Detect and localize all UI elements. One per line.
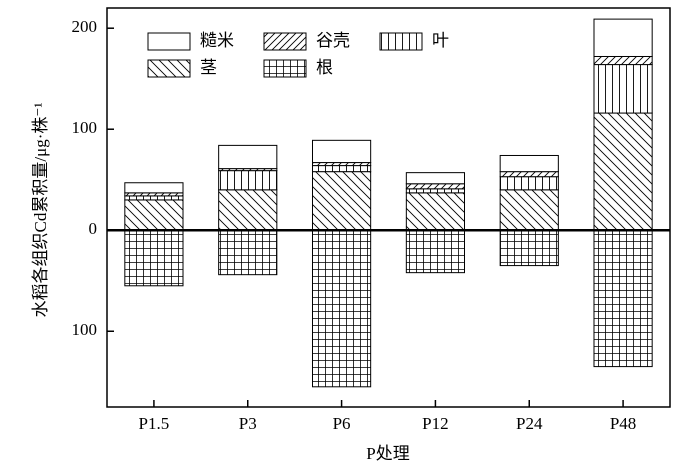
y-tick-label: 100 [72, 118, 98, 137]
bar-segment [405, 172, 466, 185]
legend-label: 谷壳 [316, 31, 350, 50]
bar-segment [593, 55, 653, 66]
bar-segment [405, 188, 466, 194]
legend-swatch [147, 32, 191, 51]
bar-segment [124, 195, 184, 201]
x-tick-label: P3 [239, 414, 257, 433]
bar-segment [405, 192, 466, 231]
bar-segment [405, 229, 466, 274]
bar-segment [593, 64, 653, 114]
legend-swatch [147, 59, 191, 78]
bar-segment [218, 170, 278, 191]
bar-segment [499, 171, 559, 178]
y-tick-label: 100 [72, 320, 98, 339]
bar-segment [405, 183, 466, 190]
legend-swatch [263, 32, 307, 51]
bar-segment [124, 199, 184, 231]
x-tick-label: P24 [516, 414, 543, 433]
bar-segment [218, 229, 278, 276]
legend-label: 糙米 [200, 31, 234, 50]
x-tick-label: P6 [333, 414, 351, 433]
bar-segment [499, 189, 559, 231]
bar-segment [311, 165, 372, 173]
bar-segment [124, 182, 184, 194]
bar-segment [499, 154, 559, 173]
legend-swatch [379, 32, 423, 51]
y-axis-label: 水稻各组织Cd累积量/μg·株⁻¹ [31, 103, 50, 318]
bar-segment [593, 18, 653, 57]
bar-segment [593, 112, 653, 231]
bar-segment [218, 189, 278, 231]
x-tick-label: P12 [422, 414, 448, 433]
bar-segment [499, 229, 559, 267]
y-tick-label: 200 [72, 17, 98, 36]
legend-label: 茎 [200, 58, 217, 77]
bar-segment [311, 171, 372, 231]
bar-segment [593, 229, 653, 368]
bar-segment [124, 229, 184, 287]
legend-swatch [263, 59, 307, 78]
plot-frame [106, 7, 671, 408]
bar-segment [218, 144, 278, 170]
bar-segment [311, 229, 372, 388]
y-tick-label: 0 [89, 219, 98, 238]
legend-label: 根 [316, 58, 333, 77]
legend-label: 叶 [432, 31, 449, 50]
x-tick-label: P1.5 [139, 414, 170, 433]
bar-segment [311, 139, 372, 164]
bar-segment [499, 176, 559, 191]
x-axis-label: P处理 [366, 444, 409, 463]
x-tick-label: P48 [610, 414, 636, 433]
